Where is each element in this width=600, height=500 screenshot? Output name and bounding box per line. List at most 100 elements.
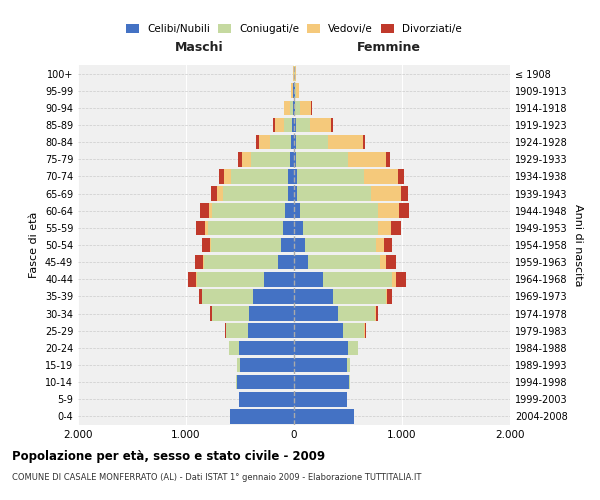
Bar	[293, 100, 294, 115]
Bar	[362, 135, 365, 150]
Bar	[296, 169, 364, 184]
Bar	[386, 152, 390, 166]
Bar	[223, 186, 287, 201]
Bar	[210, 238, 211, 252]
Bar	[308, 255, 380, 270]
Bar	[386, 289, 388, 304]
Bar	[238, 152, 242, 166]
Bar	[294, 375, 349, 390]
Bar	[290, 100, 293, 115]
Bar	[401, 186, 409, 201]
Y-axis label: Fasce di età: Fasce di età	[29, 212, 39, 278]
Bar	[371, 186, 401, 201]
Bar	[197, 272, 264, 286]
Bar	[392, 272, 395, 286]
Bar	[295, 100, 301, 115]
Bar	[395, 272, 406, 286]
Bar	[274, 118, 275, 132]
Bar	[294, 135, 296, 150]
Bar	[295, 66, 296, 81]
Bar	[205, 255, 278, 270]
Bar	[300, 204, 378, 218]
Bar	[294, 272, 323, 286]
Bar	[248, 324, 294, 338]
Text: Femmine: Femmine	[357, 41, 421, 54]
Bar	[251, 152, 290, 166]
Bar	[275, 118, 284, 132]
Bar	[199, 289, 202, 304]
Bar	[284, 100, 290, 115]
Bar	[203, 255, 205, 270]
Bar	[348, 152, 386, 166]
Bar	[294, 118, 296, 132]
Bar	[398, 169, 404, 184]
Bar	[242, 152, 251, 166]
Bar	[376, 306, 378, 321]
Bar	[347, 358, 350, 372]
Bar	[237, 375, 294, 390]
Bar	[400, 204, 409, 218]
Legend: Celibi/Nubili, Coniugati/e, Vedovi/e, Divorziati/e: Celibi/Nubili, Coniugati/e, Vedovi/e, Di…	[122, 20, 466, 38]
Text: Maschi: Maschi	[175, 41, 223, 54]
Text: COMUNE DI CASALE MONFERRATO (AL) - Dati ISTAT 1° gennaio 2009 - Elaborazione TUT: COMUNE DI CASALE MONFERRATO (AL) - Dati …	[12, 472, 421, 482]
Bar	[376, 238, 383, 252]
Bar	[294, 152, 296, 166]
Bar	[212, 306, 248, 321]
Bar	[292, 135, 294, 150]
Bar	[195, 255, 203, 270]
Bar	[323, 272, 392, 286]
Bar	[253, 289, 294, 304]
Bar	[364, 169, 398, 184]
Bar	[294, 358, 347, 372]
Bar	[208, 220, 283, 235]
Bar	[343, 324, 364, 338]
Bar	[283, 220, 294, 235]
Bar	[211, 238, 281, 252]
Bar	[375, 306, 376, 321]
Bar	[296, 84, 299, 98]
Bar	[240, 358, 294, 372]
Bar	[224, 169, 231, 184]
Bar	[292, 118, 294, 132]
Bar	[295, 84, 296, 98]
Bar	[294, 204, 300, 218]
Bar	[388, 289, 392, 304]
Bar	[202, 289, 253, 304]
Bar	[296, 152, 348, 166]
Bar	[296, 118, 310, 132]
Bar	[294, 186, 297, 201]
Bar	[348, 340, 358, 355]
Bar	[294, 324, 343, 338]
Bar	[200, 204, 209, 218]
Bar	[301, 100, 311, 115]
Bar	[239, 340, 294, 355]
Bar	[219, 169, 224, 184]
Bar	[270, 135, 292, 150]
Bar	[333, 289, 386, 304]
Bar	[297, 186, 371, 201]
Bar	[294, 238, 305, 252]
Bar	[231, 169, 288, 184]
Bar	[305, 238, 376, 252]
Bar	[294, 100, 295, 115]
Bar	[288, 169, 294, 184]
Bar	[287, 186, 294, 201]
Bar	[294, 289, 333, 304]
Bar	[278, 255, 294, 270]
Bar	[294, 340, 348, 355]
Bar	[310, 118, 331, 132]
Bar	[229, 340, 239, 355]
Bar	[209, 204, 212, 218]
Bar	[294, 255, 308, 270]
Bar	[202, 238, 210, 252]
Bar	[328, 135, 362, 150]
Bar	[378, 204, 400, 218]
Bar	[302, 220, 378, 235]
Bar	[256, 135, 259, 150]
Bar	[226, 324, 248, 338]
Bar	[239, 392, 294, 406]
Bar	[211, 186, 217, 201]
Bar	[259, 135, 270, 150]
Bar	[196, 220, 205, 235]
Bar	[188, 272, 196, 286]
